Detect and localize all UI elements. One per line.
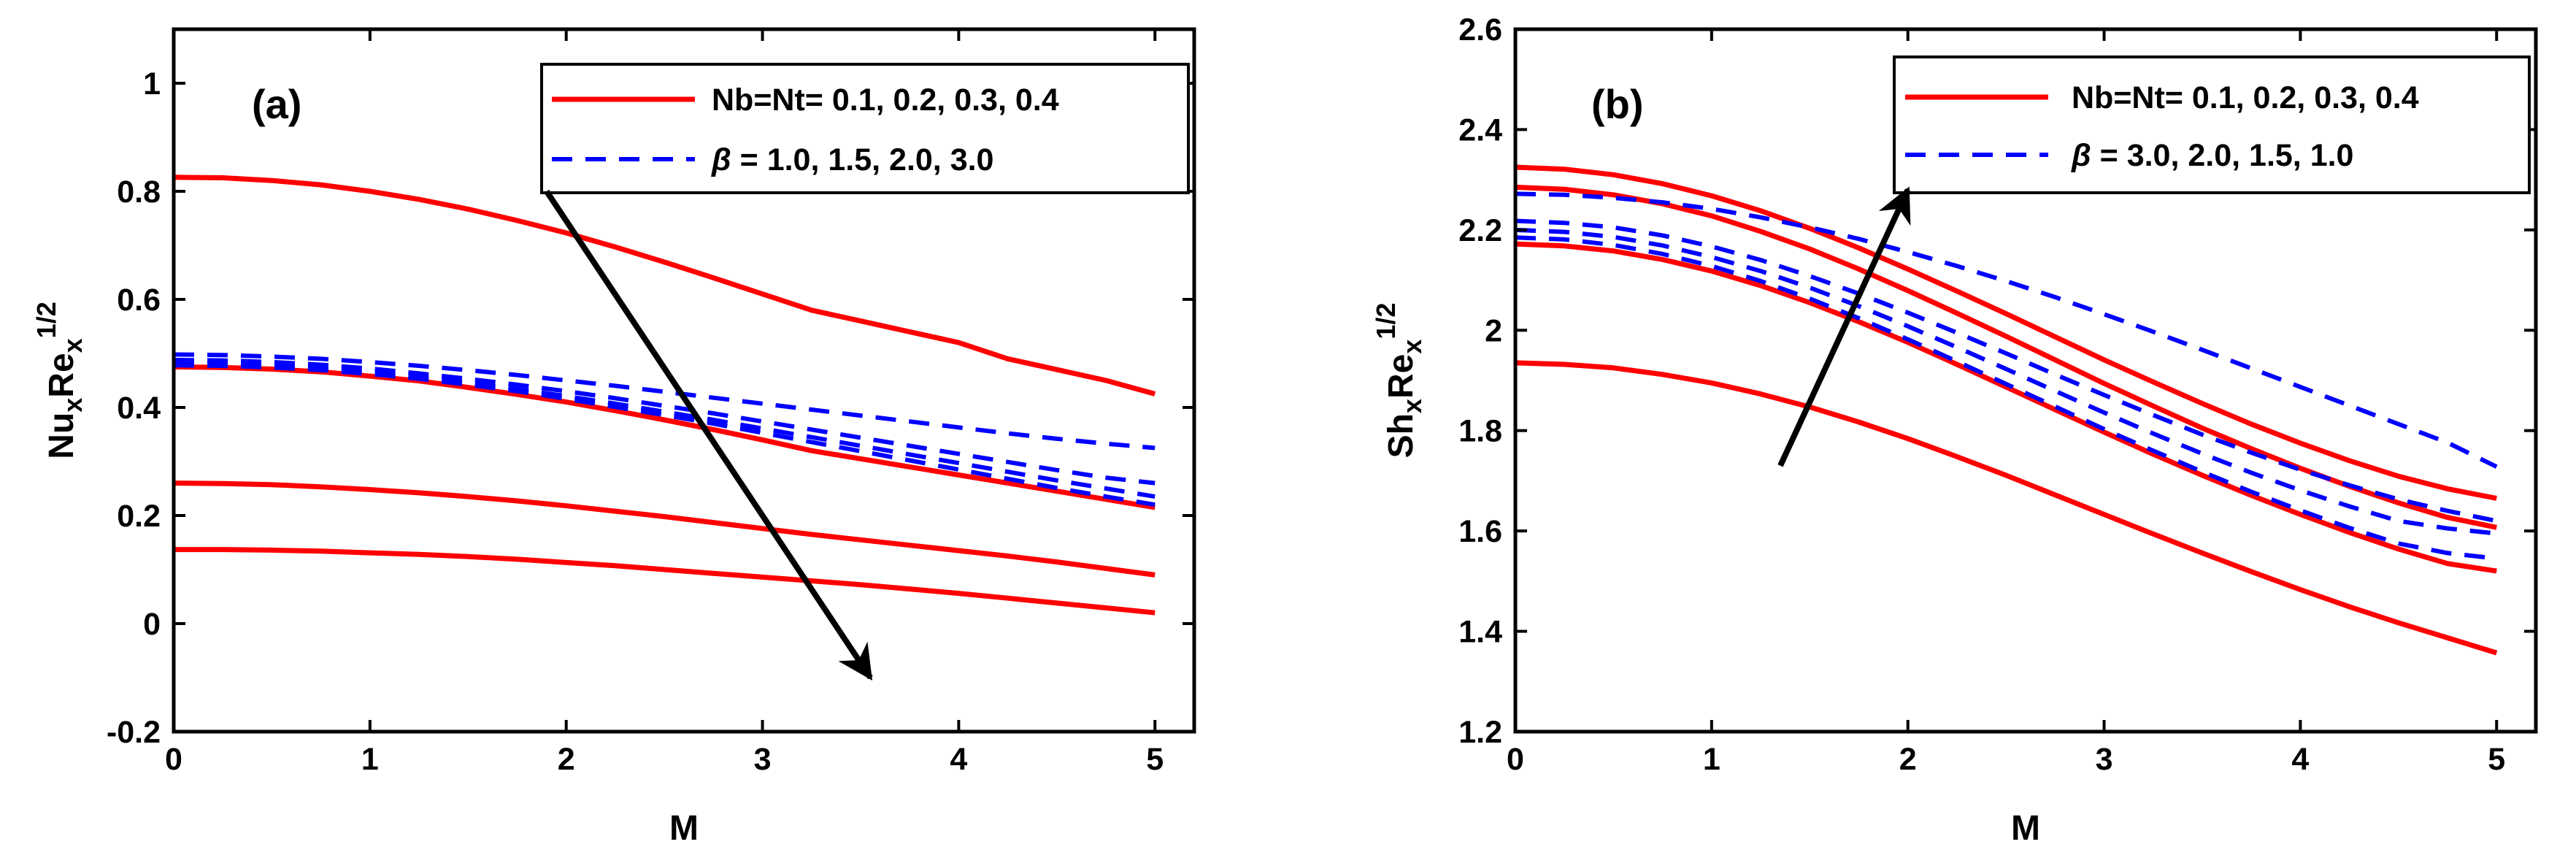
panel-a-legend-beta-values: = 1.0, 1.5, 2.0, 3.0 xyxy=(731,142,994,177)
panel-a-xtick-label-5: 5 xyxy=(1146,742,1164,777)
panel-b-ylabel: ShxRex1/2 xyxy=(1371,303,1427,459)
panel-b-xtick-label-2: 2 xyxy=(1899,742,1917,777)
panel-a-xtick-label-1: 1 xyxy=(361,742,379,777)
panel-a-curves xyxy=(174,175,1156,616)
panel-b-tag: (b) xyxy=(1591,81,1644,127)
panel-b-series-0 xyxy=(1515,360,2498,656)
panel-b-xtick-label-4: 4 xyxy=(2291,742,2309,777)
panel-a-grid-ticks xyxy=(172,29,1194,733)
panel-b-ytick-label-0: 1.2 xyxy=(1458,715,1502,750)
panel-a-axes-box xyxy=(172,27,1196,734)
panel-a-series-4 xyxy=(174,352,1156,451)
panel-b-curves xyxy=(1515,164,2498,656)
panel-a-ylabel-main: Nu xyxy=(42,413,81,459)
panel-b-series-3 xyxy=(1515,164,2497,501)
panel-a-ylabel-mid: Re xyxy=(42,353,81,397)
panel-a-series-5 xyxy=(174,357,1156,486)
panel-b-ytick-label-3: 1.8 xyxy=(1458,414,1502,449)
panel-b-ylabel-mid: Re xyxy=(1382,354,1420,399)
panel-b-xtick-label-5: 5 xyxy=(2488,742,2505,777)
panel-b-legend: Nb=Nt= 0.1, 0.2, 0.3, 0.4 β = 3.0, 2.0, … xyxy=(1893,55,2531,194)
panel-b-ytick-label-4: 2 xyxy=(1485,313,1502,348)
panel-a-tag: (a) xyxy=(252,81,301,127)
panel-b-ytick-label-6: 2.4 xyxy=(1458,112,1502,147)
panel-a-ylabel: NuxRex1/2 xyxy=(31,302,88,459)
panel-b-xtick-labels: 0 1 2 3 4 5 xyxy=(1507,742,2505,777)
panel-b-ytick-label-5: 2.2 xyxy=(1458,213,1502,248)
panel-a-series-2 xyxy=(174,480,1156,578)
panel-a-legend-box xyxy=(540,63,1190,194)
panel-a-xlabel: M xyxy=(669,809,699,848)
panel-b-legend-text-1: Nb=Nt= 0.1, 0.2, 0.3, 0.4 xyxy=(2072,80,2419,115)
panel-a-xtick-label-2: 2 xyxy=(558,742,575,777)
panel-b-series-7 xyxy=(1515,191,2498,469)
panel-b-legend-beta-values: = 3.0, 2.0, 1.5, 1.0 xyxy=(2091,138,2354,173)
panel-a-series-0 xyxy=(174,175,1156,396)
panel-a-ytick-label-5: 0.8 xyxy=(117,175,161,210)
panel-a-legend: Nb=Nt= 0.1, 0.2, 0.3, 0.4 β = 1.0, 1.5, … xyxy=(540,63,1190,194)
panel-b-xtick-label-0: 0 xyxy=(1507,742,1524,777)
panel-b-legend-beta-symbol: β xyxy=(2071,138,2091,173)
panel-a-legend-text-2: β = 1.0, 1.5, 2.0, 3.0 xyxy=(711,142,993,177)
panel-b-xlabel: M xyxy=(2011,809,2040,848)
panel-b-ytick-label-2: 1.6 xyxy=(1458,514,1502,549)
panel-a-xtick-labels: 0 1 2 3 4 5 xyxy=(165,742,1164,777)
panel-a-series-3 xyxy=(174,547,1156,616)
panel-a-ylabel-sub1: x xyxy=(58,398,88,413)
panel-a-ytick-label-2: 0.2 xyxy=(117,499,161,534)
panel-b-ytick-label-1: 1.4 xyxy=(1458,615,1502,650)
panel-a-xtick-label-0: 0 xyxy=(165,742,182,777)
panel-b-series-5 xyxy=(1515,227,2497,536)
panel-a-trend-arrow xyxy=(544,189,873,681)
panel-b-ylabel-main: Sh xyxy=(1382,413,1420,458)
panel-a-ytick-label-4: 0.6 xyxy=(117,283,161,318)
panel-a-legend-beta-symbol: β xyxy=(711,142,731,177)
panel-a-series-6 xyxy=(174,361,1156,499)
panel-a-ytick-labels: -0.2 0 0.2 0.4 0.6 0.8 1 xyxy=(107,66,161,750)
panel-a-xtick-label-4: 4 xyxy=(950,742,967,777)
panel-b-ylabel-sub2: x xyxy=(1397,340,1427,354)
panel-b-series-2 xyxy=(1515,184,2497,530)
panel-a-series-1 xyxy=(174,364,1156,510)
panel-b-legend-text-2: β = 3.0, 2.0, 1.5, 1.0 xyxy=(2071,138,2353,173)
panel-b-ytick-label-7: 2.6 xyxy=(1458,12,1502,47)
panel-b-ylabel-sup: 1/2 xyxy=(1371,303,1401,340)
panel-b-xtick-label-1: 1 xyxy=(1703,742,1720,777)
panel-a-ytick-label-3: 0.4 xyxy=(117,391,161,426)
panel-b-series-1 xyxy=(1515,241,2497,574)
panel-b-axes-box xyxy=(1513,27,2538,734)
panel-a-xtick-label-3: 3 xyxy=(754,742,772,777)
panel-a-ytick-label-0: -0.2 xyxy=(107,715,161,750)
panel-a-legend-text-1: Nb=Nt= 0.1, 0.2, 0.3, 0.4 xyxy=(712,83,1059,118)
panel-a-ytick-label-6: 1 xyxy=(143,66,161,101)
panel-b-trend-arrow xyxy=(1777,186,1911,467)
panel-b-ytick-labels: 1.2 1.4 1.6 1.8 2 2.2 2.4 2.6 xyxy=(1458,12,1502,750)
panel-a-ylabel-sup: 1/2 xyxy=(31,302,61,338)
panel-b-ylabel-sub1: x xyxy=(1397,399,1427,413)
panel-b-series-6 xyxy=(1515,218,2497,524)
panel-b-series-4 xyxy=(1515,235,2497,561)
panel-b-legend-box xyxy=(1893,55,2531,194)
panel-a-ytick-label-1: 0 xyxy=(143,607,161,642)
panel-a-ylabel-sub2: x xyxy=(58,338,88,353)
panel-b-xtick-label-3: 3 xyxy=(2096,742,2113,777)
